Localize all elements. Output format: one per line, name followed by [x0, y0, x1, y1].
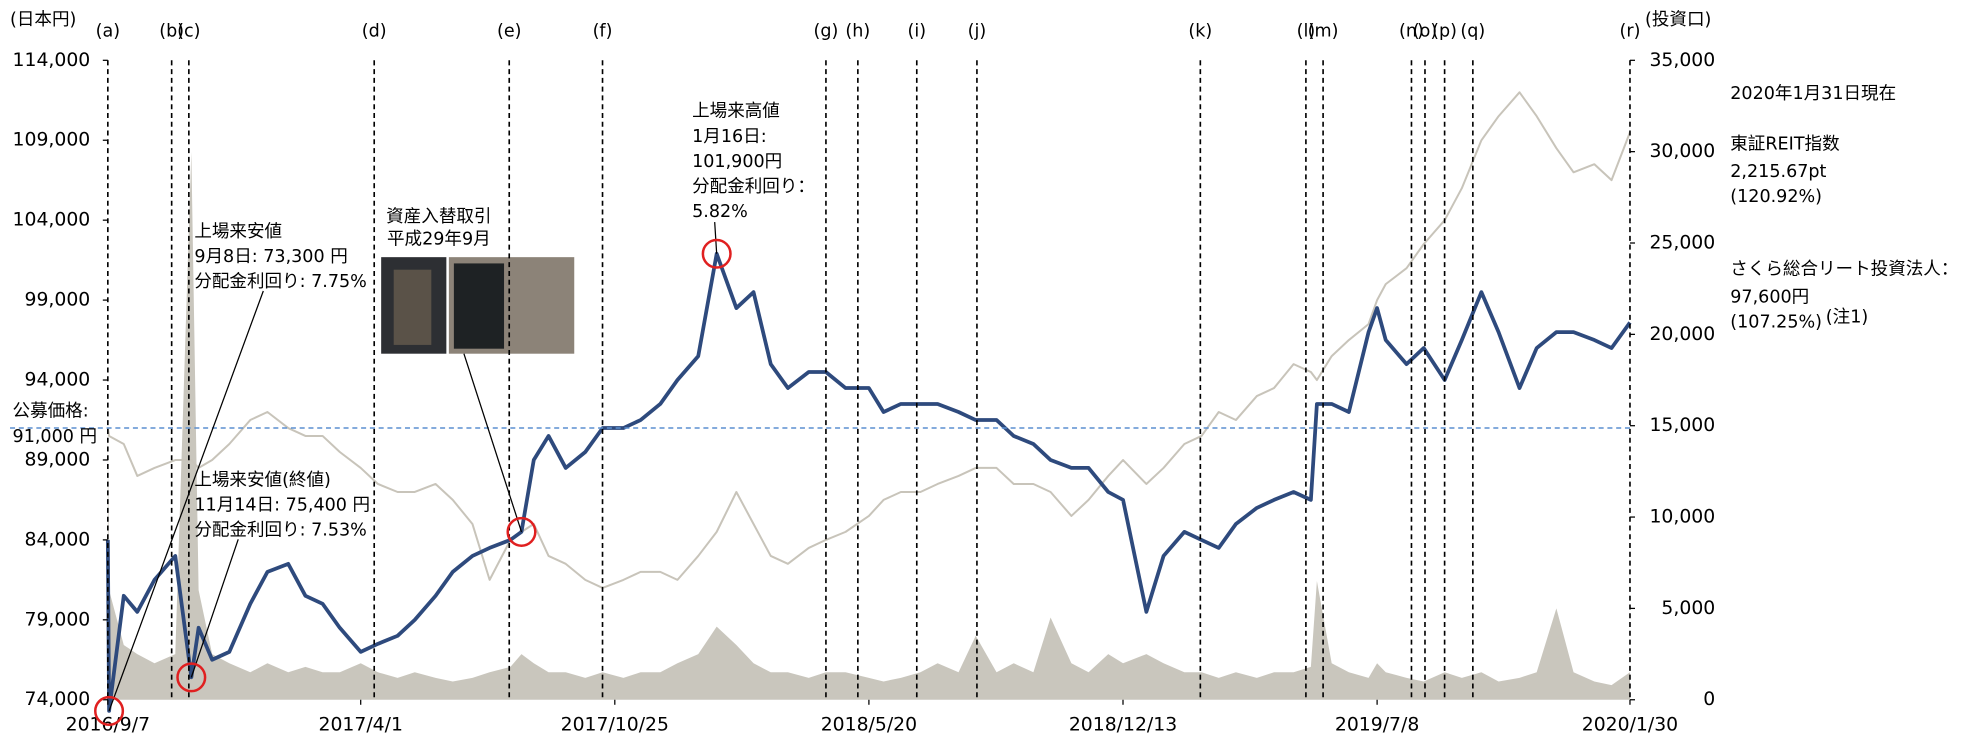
legend-name: さくら総合リート投資法人：: [1730, 260, 1958, 280]
legend-value: 2,215.67pt: [1730, 162, 1826, 182]
y2-tick-label: 25,000: [1649, 233, 1715, 254]
annotation-text: 分配金利回り: 7.53%: [194, 520, 367, 540]
event-label: (e): [497, 21, 522, 41]
event-label: (k): [1188, 21, 1212, 41]
annotation-text: 11月14日: 75,400 円: [194, 495, 370, 515]
annotation-text: 上場来高値: [692, 102, 780, 122]
y2-tick-label: 15,000: [1649, 415, 1715, 436]
annotation-text: 上場来安値: [194, 222, 282, 242]
event-label: (l): [1297, 21, 1316, 41]
reference-label: 公募価格:: [13, 402, 89, 422]
y-tick-label: 104,000: [13, 210, 91, 231]
event-label: (o): [1413, 21, 1437, 41]
event-label: (a): [96, 21, 120, 41]
event-label: (r): [1620, 21, 1641, 41]
event-label: (i): [907, 21, 926, 41]
y2-tick-label: 0: [1703, 689, 1715, 710]
photo-building-detail: [393, 269, 432, 345]
y2-tick-label: 35,000: [1649, 50, 1715, 71]
legend-value: (120.92%): [1730, 187, 1822, 207]
y-tick-label: 79,000: [24, 609, 90, 630]
event-label: (f): [593, 21, 613, 41]
y2-tick-label: 30,000: [1649, 141, 1715, 162]
annotation-text: 分配金利回り: 7.75%: [194, 272, 367, 292]
x-tick-label: 2017/4/1: [318, 714, 402, 735]
event-label: (g): [814, 21, 839, 41]
event-label: (b): [159, 21, 184, 41]
annotation-text: 資産入替取引: [386, 207, 491, 227]
reference-label: 91,000 円: [13, 427, 98, 447]
event-label: (m): [1308, 21, 1339, 41]
annotation-marker: [176, 662, 207, 693]
annotation-text: 5.82%: [692, 202, 748, 222]
volume-area: [107, 151, 1630, 700]
y-tick-label: 84,000: [24, 529, 90, 550]
legend-note: (注1): [1826, 307, 1868, 327]
y-tick-label: 114,000: [13, 50, 91, 71]
x-tick-label: 2019/7/8: [1335, 714, 1419, 735]
y-tick-label: 74,000: [24, 689, 90, 710]
annotation-marker: [94, 695, 125, 726]
event-label: (p): [1432, 21, 1457, 41]
annotation-marker: [701, 238, 732, 269]
event-label: (j): [968, 21, 987, 41]
x-tick-label: 2017/10/25: [561, 714, 669, 735]
y-tick-label: 109,000: [13, 130, 91, 151]
annotation-leader: [108, 290, 264, 712]
y2-tick-label: 5,000: [1661, 598, 1715, 619]
y-tick-label: 94,000: [24, 370, 90, 391]
annotation-text: 9月8日: 73,300 円: [194, 247, 347, 267]
event-label: (n): [1399, 21, 1424, 41]
annotation-leader: [463, 353, 523, 533]
event-label: (d): [362, 21, 387, 41]
as-of-date: 2020年1月31日現在: [1730, 84, 1896, 104]
legend-name: 東証REIT指数: [1730, 134, 1840, 154]
event-label: (q): [1460, 21, 1485, 41]
series-line: [106, 91, 1631, 589]
annotation-leader: [714, 222, 718, 254]
x-tick-label: 2018/12/13: [1069, 714, 1177, 735]
legend-value: 97,600円: [1730, 287, 1809, 307]
y-tick-label: 99,000: [24, 290, 90, 311]
annotation-text: 上場来安値(終値): [194, 470, 331, 490]
event-label: (c): [177, 21, 200, 41]
y-axis-title: (日本円): [10, 10, 76, 30]
x-tick-label: 2020/1/30: [1582, 714, 1678, 735]
annotation-text: 1月16日:: [692, 127, 767, 147]
annotation-marker: [506, 516, 537, 547]
y-tick-label: 89,000: [24, 449, 90, 470]
annotation-text: 平成29年9月: [387, 230, 491, 250]
photo-lobby-detail: [453, 263, 505, 349]
legend-value: (107.25%): [1730, 312, 1822, 332]
series-line: [105, 251, 1632, 713]
y2-axis-title: (投資口): [1645, 10, 1711, 30]
annotation-text: 分配金利回り：: [692, 177, 815, 197]
event-label: (h): [845, 21, 870, 41]
annotation-text: 101,900円: [692, 152, 782, 172]
annotation-leader: [190, 539, 239, 678]
y2-tick-label: 20,000: [1649, 324, 1715, 345]
x-tick-label: 2018/5/20: [821, 714, 917, 735]
y2-tick-label: 10,000: [1649, 507, 1715, 528]
